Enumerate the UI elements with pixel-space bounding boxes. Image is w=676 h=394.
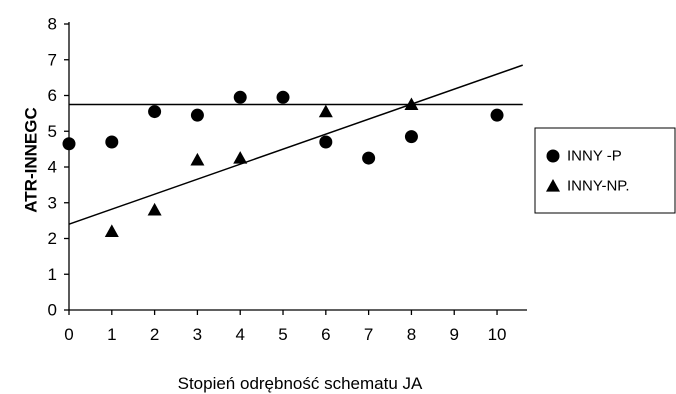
x-axis-title: Stopień odrębność schematu JA <box>178 374 423 393</box>
y-axis-ticks: 0 1 2 3 4 5 6 7 8 <box>48 15 69 320</box>
x-tick-label: 0 <box>64 325 73 344</box>
circle-point <box>62 137 76 151</box>
circle-point <box>490 108 504 122</box>
y-tick-label: 3 <box>48 193 57 212</box>
legend-triangle-marker <box>546 179 560 192</box>
legend-label: INNY -P <box>567 148 622 165</box>
triangle-point <box>104 224 119 237</box>
x-tick-label: 8 <box>407 325 416 344</box>
y-tick-label: 7 <box>48 50 57 69</box>
x-tick-label: 5 <box>278 325 287 344</box>
x-tick-label: 1 <box>107 325 116 344</box>
x-tick-label: 10 <box>488 325 507 344</box>
legend-circle-marker <box>546 149 560 163</box>
trendline <box>68 64 523 225</box>
trendlines <box>68 64 523 225</box>
triangle-point <box>233 151 248 164</box>
axes <box>68 22 527 311</box>
triangle-point <box>318 104 333 118</box>
legend: INNY -P INNY-NP. <box>534 127 676 214</box>
y-tick-label: 1 <box>48 265 57 284</box>
circle-point <box>404 130 418 144</box>
triangle-point <box>404 97 419 111</box>
circle-point <box>233 90 247 104</box>
triangle-point <box>190 152 205 166</box>
circle-point <box>190 108 204 122</box>
y-tick-label: 6 <box>48 86 57 105</box>
x-tick-label: 4 <box>235 325 244 344</box>
circle-point <box>276 90 290 104</box>
x-tick-label: 6 <box>321 325 330 344</box>
data-points <box>62 90 504 237</box>
circle-point <box>105 135 119 149</box>
legend-items: INNY -P INNY-NP. <box>546 148 630 195</box>
x-axis-ticks: 0 1 2 3 4 5 6 7 8 9 10 <box>64 310 506 344</box>
x-tick-label: 2 <box>150 325 159 344</box>
triangle-point <box>147 202 162 216</box>
y-tick-label: 8 <box>48 15 57 34</box>
circle-point <box>362 151 376 165</box>
x-tick-label: 3 <box>193 325 202 344</box>
x-tick-label: 9 <box>449 325 458 344</box>
circle-point <box>148 105 162 119</box>
y-tick-label: 0 <box>48 301 57 320</box>
x-tick-label: 7 <box>364 325 373 344</box>
y-tick-label: 5 <box>48 122 57 141</box>
y-axis-title: ATR-INNEGC <box>21 107 40 212</box>
y-tick-label: 2 <box>48 229 57 248</box>
legend-box <box>534 127 676 214</box>
y-tick-label: 4 <box>48 158 57 177</box>
circle-point <box>319 135 333 149</box>
legend-label: INNY-NP. <box>567 178 630 195</box>
